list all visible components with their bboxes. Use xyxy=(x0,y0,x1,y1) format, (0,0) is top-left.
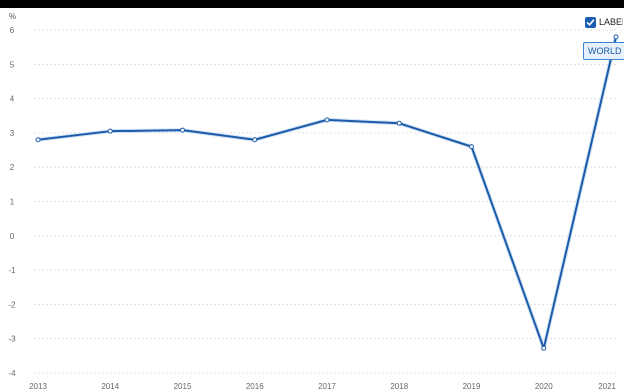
point-layer xyxy=(35,34,619,351)
labels-toggle[interactable]: LABEL xyxy=(585,15,623,29)
x-tick-label: 2017 xyxy=(318,382,336,391)
data-point[interactable] xyxy=(541,345,547,351)
series-line-0 xyxy=(37,36,617,350)
y-tick-label: 1 xyxy=(10,198,15,207)
y-tick-label: 3 xyxy=(10,129,15,138)
y-tick-label: -4 xyxy=(8,369,16,378)
y-tick-labels: 6 5 4 3 2 1 0 -1 -2 -3 -4 xyxy=(8,26,16,378)
x-tick-label: 2020 xyxy=(535,382,553,391)
data-point[interactable] xyxy=(613,34,619,40)
labels-toggle-label: LABEL xyxy=(599,17,623,27)
y-tick-label: 5 xyxy=(10,60,15,69)
data-point[interactable] xyxy=(107,128,113,134)
series-line-halo xyxy=(37,36,618,351)
x-tick-label: 2018 xyxy=(390,382,408,391)
labels-checkbox[interactable] xyxy=(585,16,596,28)
x-tick-label: 2016 xyxy=(246,382,264,391)
x-tick-labels: 2013 2014 2015 2016 2017 2018 2019 2020 2021 xyxy=(29,382,616,391)
y-tick-label: 2 xyxy=(10,163,15,172)
x-tick-label: 2014 xyxy=(101,382,119,391)
x-tick-label: 2015 xyxy=(174,382,192,391)
series-layer xyxy=(37,36,618,351)
data-point[interactable] xyxy=(324,117,330,123)
y-tick-label: -1 xyxy=(8,266,16,275)
y-tick-label: -3 xyxy=(8,335,16,344)
data-point[interactable] xyxy=(252,137,258,143)
chart-panel xyxy=(0,8,624,392)
grid-layer xyxy=(34,29,616,374)
x-tick-label: 2019 xyxy=(463,382,481,391)
series-label-tag: WORLD xyxy=(583,42,624,60)
y-tick-label: 6 xyxy=(10,26,15,35)
x-tick-label: 2013 xyxy=(29,382,47,391)
y-tick-label: 4 xyxy=(10,95,15,104)
checkmark-icon xyxy=(586,18,595,26)
data-point[interactable] xyxy=(396,120,402,126)
data-point[interactable] xyxy=(180,127,185,133)
x-tick-label: 2021 xyxy=(598,382,616,391)
data-point[interactable] xyxy=(469,144,474,150)
y-axis-unit-label: % xyxy=(9,12,16,21)
data-point[interactable] xyxy=(35,137,41,143)
y-tick-label: -2 xyxy=(8,300,16,309)
y-tick-label: 0 xyxy=(10,232,15,241)
